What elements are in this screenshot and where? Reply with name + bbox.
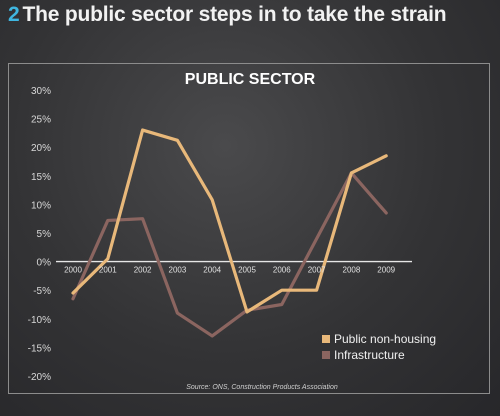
- series-line-public-non-housing: [71, 128, 388, 314]
- chart-title: PUBLIC SECTOR: [185, 71, 316, 88]
- y-tick-label: 30%: [31, 86, 51, 97]
- y-tick-label: 15%: [31, 172, 51, 183]
- x-tick-label: 2004: [203, 266, 221, 275]
- x-tick-label: 2001: [99, 266, 117, 275]
- chart-frame: [8, 63, 490, 394]
- x-tick-label: 2005: [238, 266, 256, 275]
- legend-label: Infrastructure: [334, 348, 405, 362]
- y-tick-label: 0%: [37, 258, 52, 269]
- x-tick-label: 2006: [273, 266, 291, 275]
- legend-label: Public non-housing: [334, 332, 436, 346]
- y-tick-label: 20%: [31, 143, 51, 154]
- series-line-infrastructure: [71, 171, 388, 338]
- headline: 2 The public sector steps in to take the …: [8, 3, 447, 27]
- source-note: Source: ONS, Construction Products Assoc…: [186, 384, 338, 391]
- headline-number: 2: [8, 3, 20, 26]
- y-tick-label: -20%: [28, 372, 51, 383]
- legend-swatch: [322, 351, 330, 359]
- x-tick-label: 2003: [169, 266, 187, 275]
- y-tick-label: -5%: [33, 286, 51, 297]
- y-tick-label: 25%: [31, 115, 51, 126]
- x-tick-label: 2008: [343, 266, 361, 275]
- legend-swatch: [322, 335, 330, 343]
- x-tick-label: 2007: [308, 266, 326, 275]
- y-tick-label: 10%: [31, 200, 51, 211]
- x-tick-label: 2000: [64, 266, 82, 275]
- y-tick-label: -10%: [28, 315, 51, 326]
- y-tick-label: 5%: [37, 229, 52, 240]
- x-tick-label: 2002: [134, 266, 152, 275]
- x-tick-label: 2009: [377, 266, 395, 275]
- headline-title: The public sector steps in to take the s…: [22, 3, 447, 26]
- y-tick-label: -15%: [28, 343, 51, 354]
